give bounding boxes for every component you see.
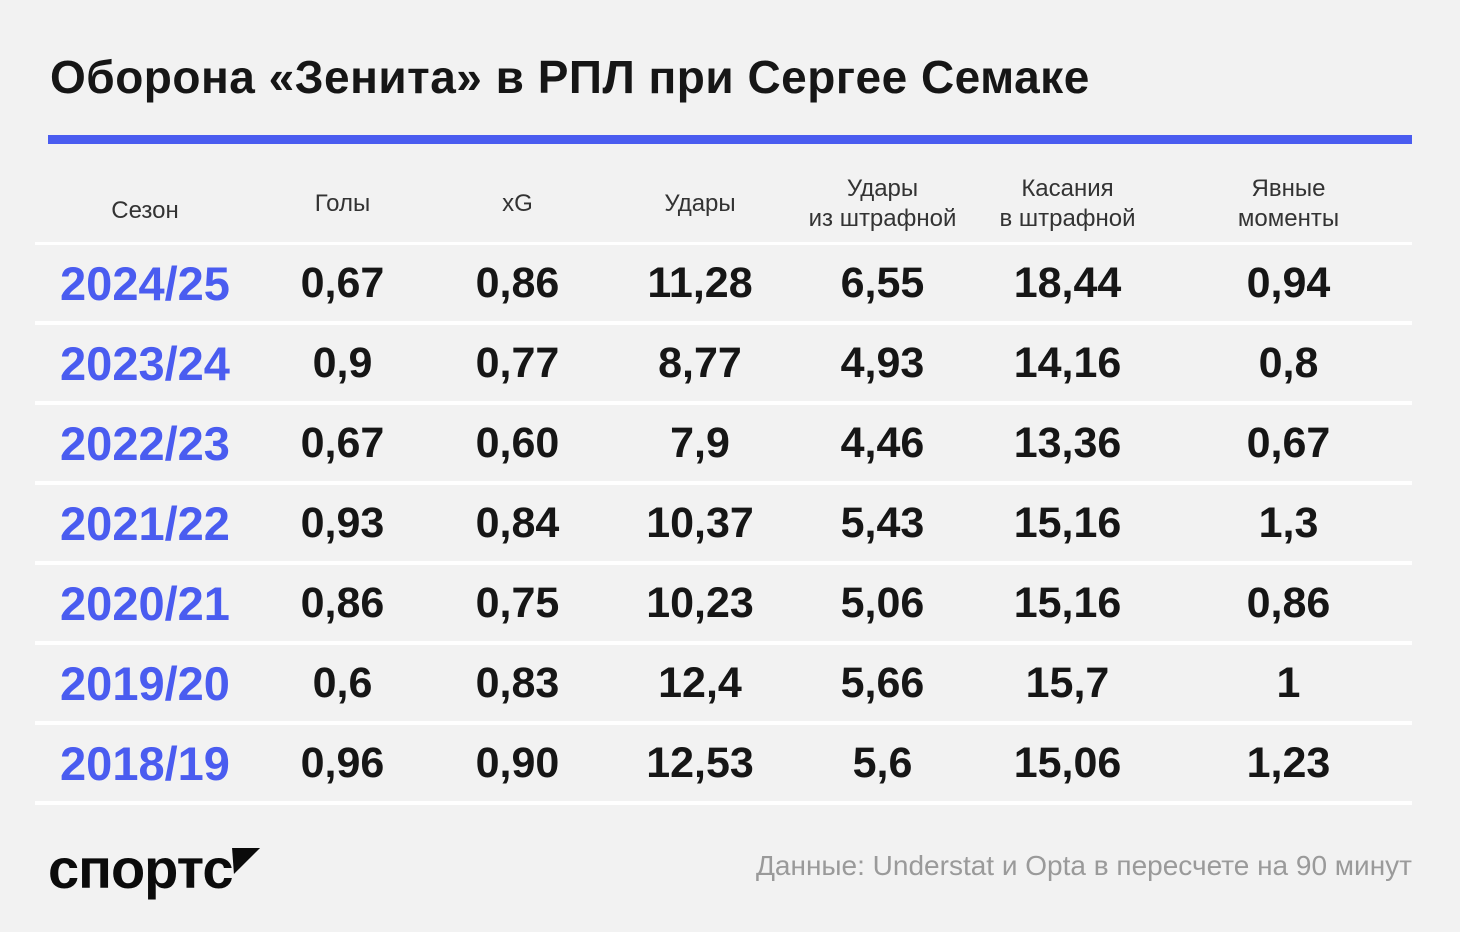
table-row: 2019/20 0,6 0,83 12,4 5,66 15,7 1	[35, 645, 1412, 725]
column-header: Удары	[664, 189, 736, 217]
table-row: 2023/24 0,9 0,77 8,77 4,93 14,16 0,8	[35, 325, 1412, 405]
table-cell: 0,67	[300, 418, 385, 467]
table-cell: 0,84	[475, 498, 560, 547]
column-header: Явные моменты	[1237, 174, 1340, 232]
table-cell: 1,23	[1246, 738, 1331, 787]
stats-table: Сезон Голы xG Удары Удары из штрафной Касания…	[35, 165, 1412, 805]
table-cell: 0,83	[475, 658, 560, 707]
source-note: Данные: Understat и Opta в пересчете на …	[755, 850, 1412, 881]
column-header: xG	[502, 189, 533, 217]
sports-logo: спортс	[48, 836, 261, 901]
season-label: 2022/23	[60, 416, 230, 470]
season-label: 2020/21	[60, 576, 230, 630]
column-header: Касания в штрафной	[999, 174, 1136, 232]
table-row: 2024/25 0,67 0,86 11,28 6,55 18,44 0,94	[35, 245, 1412, 325]
table-cell: 1,3	[1258, 498, 1319, 547]
column-header: Сезон	[111, 196, 179, 224]
table-cell: 15,7	[1025, 658, 1110, 707]
table-cell: 18,44	[1013, 258, 1122, 307]
table-cell: 10,23	[646, 578, 754, 627]
table-cell: 12,4	[658, 658, 742, 707]
table-header-row: Сезон Голы xG Удары Удары из штрафной Касания…	[35, 165, 1412, 245]
table-cell: 7,9	[670, 418, 730, 467]
table-cell: 0,9	[312, 338, 373, 387]
table-cell: 0,90	[475, 738, 560, 787]
title-divider	[48, 135, 1412, 144]
table-cell: 0,67	[300, 258, 385, 307]
table-body: 2024/25 0,67 0,86 11,28 6,55 18,44 0,94 2023/24…	[35, 245, 1412, 805]
table-cell: 12,53	[646, 738, 754, 787]
table-cell: 5,06	[840, 578, 925, 627]
season-label: 2019/20	[60, 656, 230, 710]
table-cell: 11,28	[647, 258, 753, 307]
table-cell: 0,67	[1246, 418, 1331, 467]
table-row: 2021/22 0,93 0,84 10,37 5,43 15,16 1,3	[35, 485, 1412, 565]
table-cell: 4,46	[840, 418, 925, 467]
table-cell: 0,93	[300, 498, 385, 547]
table-cell: 5,43	[840, 498, 925, 547]
table-cell: 5,66	[840, 658, 925, 707]
table-cell: 5,6	[852, 738, 913, 787]
table-cell: 10,37	[646, 498, 754, 547]
table-cell: 0,8	[1258, 338, 1319, 387]
table-row: 2020/21 0,86 0,75 10,23 5,06 15,16 0,86	[35, 565, 1412, 645]
season-label: 2018/19	[60, 736, 230, 790]
table-cell: 0,77	[475, 338, 560, 387]
chart-title: Оборона «Зенита» в РПЛ при Сергее Семаке	[50, 51, 1090, 103]
table-cell: 0,86	[300, 578, 385, 627]
column-header: Удары из штрафной	[808, 174, 957, 232]
table-cell: 0,60	[475, 418, 560, 467]
season-label: 2023/24	[60, 336, 230, 390]
table-cell: 6,55	[840, 258, 925, 307]
table-cell: 0,75	[475, 578, 560, 627]
table-cell: 0,86	[1246, 578, 1331, 627]
table-cell: 0,6	[312, 658, 373, 707]
table-cell: 13,36	[1013, 418, 1122, 467]
table-cell: 15,16	[1013, 498, 1122, 547]
season-label: 2024/25	[60, 256, 230, 310]
table-cell: 0,86	[475, 258, 560, 307]
table-cell: 15,16	[1013, 578, 1122, 627]
table-cell: 8,77	[658, 338, 742, 387]
logo-text: спортс	[48, 837, 233, 900]
table-row: 2018/19 0,96 0,90 12,53 5,6 15,06 1,23	[35, 725, 1412, 805]
table-cell: 4,93	[840, 338, 925, 387]
column-header: Голы	[314, 189, 371, 217]
table-cell: 0,96	[300, 738, 385, 787]
table-cell: 1	[1276, 658, 1301, 707]
season-label: 2021/22	[60, 496, 230, 550]
table-cell: 14,16	[1013, 338, 1122, 387]
table-cell: 15,06	[1013, 738, 1122, 787]
table-cell: 0,94	[1246, 258, 1331, 307]
table-row: 2022/23 0,67 0,60 7,9 4,46 13,36 0,67	[35, 405, 1412, 485]
